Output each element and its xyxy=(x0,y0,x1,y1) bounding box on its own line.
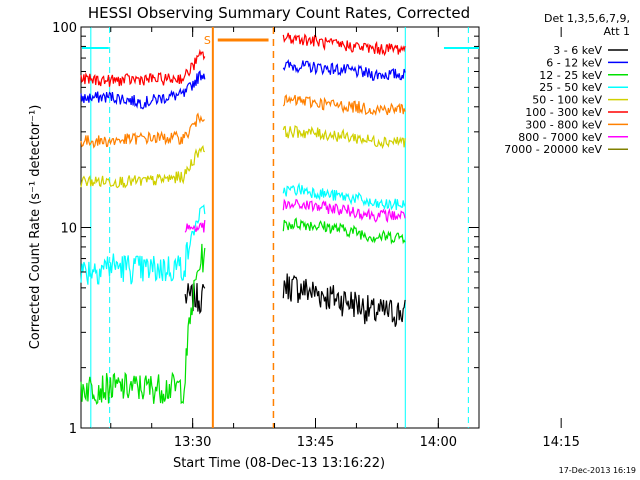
legend-header: Det 1,3,5,6,7,9, xyxy=(544,12,630,25)
series-line-0 xyxy=(184,273,406,327)
flag-markers: S xyxy=(82,27,479,428)
series-line-2 xyxy=(80,217,406,405)
x-tick-label: 14:00 xyxy=(420,435,457,450)
legend-entry-label: 7000 - 20000 keV xyxy=(504,143,602,156)
legend-entry-label: 100 - 300 keV xyxy=(525,106,602,119)
plot-axes xyxy=(80,26,480,429)
plot-frame xyxy=(80,26,480,429)
chart-title: HESSI Observing Summary Count Rates, Cor… xyxy=(88,4,470,22)
x-tick-label: 13:45 xyxy=(297,435,334,450)
x-tick-label: 13:30 xyxy=(174,435,211,450)
series-line-1 xyxy=(80,59,406,110)
legend-entry-label: 12 - 25 keV xyxy=(539,69,602,82)
y-tick-label: 1 xyxy=(69,422,77,437)
series-line-4 xyxy=(80,125,406,189)
y-tick-label: 10 xyxy=(60,222,77,237)
legend-entry-label: 50 - 100 keV xyxy=(532,94,602,107)
timestamp: 17-Dec-2013 16:19 xyxy=(559,466,636,475)
series-line-5 xyxy=(80,32,406,87)
legend-entry-label: 3 - 6 keV xyxy=(553,44,602,57)
legend-entry-label: 25 - 50 keV xyxy=(539,81,602,94)
series-line-7 xyxy=(184,198,406,233)
legend-header: Att 1 xyxy=(604,25,630,38)
legend-entry-label: 800 - 7000 keV xyxy=(518,131,602,144)
x-tick-label: 14:15 xyxy=(542,435,579,450)
legend-entry-label: 300 - 800 keV xyxy=(525,118,602,131)
legend-entry-label: 6 - 12 keV xyxy=(546,56,602,69)
series-line-6 xyxy=(80,94,406,149)
saa-flag-label: S xyxy=(204,34,211,47)
x-axis-label: Start Time (08-Dec-13 13:16:22) xyxy=(173,456,385,471)
y-axis-label: Corrected Count Rate (s⁻¹ detector⁻¹) xyxy=(28,105,43,350)
series-layer xyxy=(80,32,406,405)
y-tick-label: 100 xyxy=(52,21,77,36)
series-line-3 xyxy=(80,182,406,285)
